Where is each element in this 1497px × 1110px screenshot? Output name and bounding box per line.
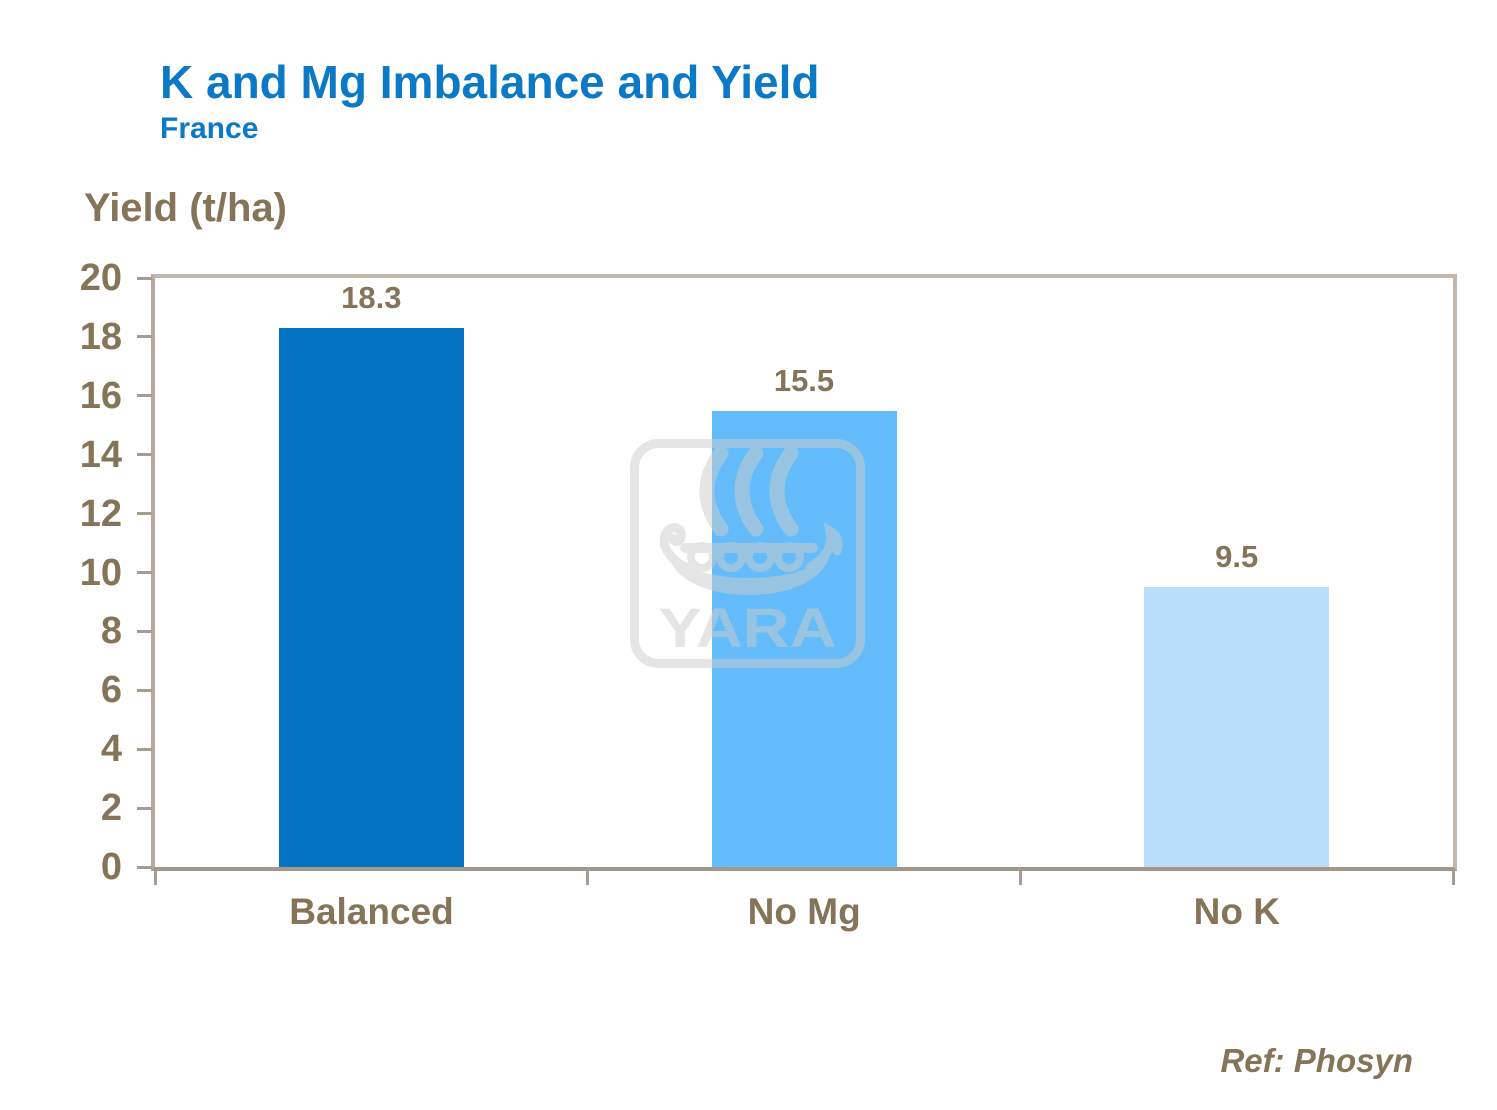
y-tick-label: 16 <box>79 374 122 417</box>
bar-value-label: 15.5 <box>773 362 835 398</box>
watermark-border <box>630 439 865 668</box>
viking-ship-hull-icon <box>659 522 843 595</box>
y-axis-title: Yield (t/ha) <box>84 186 287 230</box>
x-category-label-no-k: No K <box>1193 891 1280 932</box>
y-tick-label: 18 <box>79 315 122 358</box>
y-tickmark <box>137 806 152 810</box>
bar-value-label: 9.5 <box>1215 539 1259 575</box>
y-tickmark <box>137 688 152 692</box>
x-category-label-balanced: Balanced <box>289 891 454 932</box>
y-tick-label: 8 <box>100 610 122 653</box>
y-tickmark <box>137 865 152 869</box>
bar-value-label: 18.3 <box>341 280 402 316</box>
y-tickmark <box>137 394 152 398</box>
y-tick-label: 14 <box>79 433 122 476</box>
yara-watermark: YARA <box>630 439 865 668</box>
y-tick-label: 20 <box>79 257 122 299</box>
yara-logo-text: YARA <box>659 596 837 659</box>
y-tickmark <box>137 276 152 280</box>
y-tick-label: 10 <box>79 551 122 594</box>
y-tick-label: 12 <box>79 492 122 535</box>
y-tick-label: 0 <box>100 846 122 888</box>
y-tick-label: 2 <box>100 787 122 830</box>
y-tick-label: 6 <box>100 669 122 712</box>
x-tickmark <box>1451 871 1455 885</box>
x-tickmark <box>586 871 590 885</box>
reference-text: Ref: Phosyn <box>1220 1042 1413 1079</box>
y-tickmark <box>137 629 152 633</box>
y-tickmark <box>137 571 152 574</box>
y-tick-label: 4 <box>100 728 122 771</box>
plot-frame <box>151 274 1457 871</box>
chart-title: K and Mg Imbalance and Yield <box>160 56 820 108</box>
bar-balanced <box>278 328 464 867</box>
y-tickmark <box>137 512 152 516</box>
bar-no-k <box>1144 587 1330 867</box>
x-tickmark <box>153 871 157 885</box>
y-tickmark <box>137 747 152 751</box>
y-tickmark <box>137 453 152 457</box>
x-category-label-no-mg: No Mg <box>747 891 861 932</box>
viking-ship-sails-icon <box>699 445 799 537</box>
x-tickmark <box>1018 871 1022 885</box>
y-tickmark <box>137 335 152 339</box>
chart-subtitle: France <box>160 112 259 145</box>
